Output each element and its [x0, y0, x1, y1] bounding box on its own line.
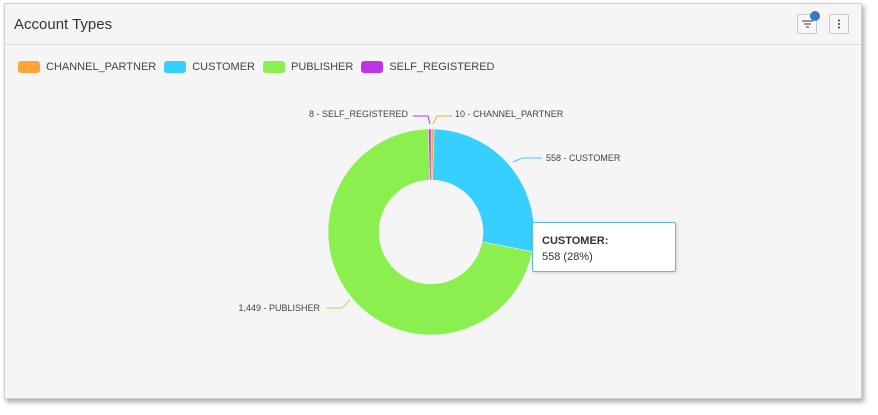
- filter-icon: [802, 20, 813, 28]
- chart-legend: CHANNEL_PARTNER CUSTOMER PUBLISHER SELF_REG…: [18, 59, 502, 75]
- legend-item-channel-partner[interactable]: CHANNEL_PARTNER: [18, 61, 156, 73]
- tooltip-title: CUSTOMER:: [542, 235, 609, 247]
- legend-label: PUBLISHER: [290, 61, 354, 73]
- tooltip-value: 558 (28%): [542, 251, 593, 263]
- slice-label: 558 - CUSTOMER: [546, 153, 621, 163]
- leader-line: [432, 115, 452, 125]
- leader-line: [326, 299, 351, 309]
- legend-label: CUSTOMER: [192, 61, 255, 73]
- legend-item-self-registered[interactable]: SELF_REGISTERED: [361, 61, 494, 73]
- slice-label: 8 - SELF_REGISTERED: [309, 109, 409, 119]
- leader-line: [512, 157, 542, 163]
- slice-self-registered[interactable]: [428, 128, 432, 181]
- leader-line: [413, 115, 431, 125]
- slice-label: 1,449 - PUBLISHER: [238, 303, 320, 313]
- slice-label: 10 - CHANNEL_PARTNER: [455, 109, 564, 119]
- more-vertical-icon: [837, 19, 841, 29]
- slice-customer[interactable]: [432, 128, 535, 252]
- legend-label: SELF_REGISTERED: [389, 61, 495, 73]
- legend-item-customer[interactable]: CUSTOMER: [164, 61, 255, 73]
- card-header: Account Types: [5, 4, 861, 45]
- legend-item-publisher[interactable]: PUBLISHER: [262, 61, 354, 73]
- legend-label: CHANNEL_PARTNER: [46, 61, 157, 73]
- filter-button[interactable]: [797, 11, 820, 34]
- legend-swatch: [164, 61, 187, 73]
- slice-publisher[interactable]: [327, 128, 533, 336]
- filter-active-badge: [810, 11, 820, 21]
- legend-swatch: [262, 61, 285, 73]
- more-menu-button[interactable]: [829, 14, 849, 34]
- chart-tooltip: CUSTOMER: 558 (28%): [532, 222, 676, 272]
- card-title: Account Types: [14, 16, 113, 33]
- legend-swatch: [18, 61, 40, 73]
- legend-swatch: [361, 61, 384, 73]
